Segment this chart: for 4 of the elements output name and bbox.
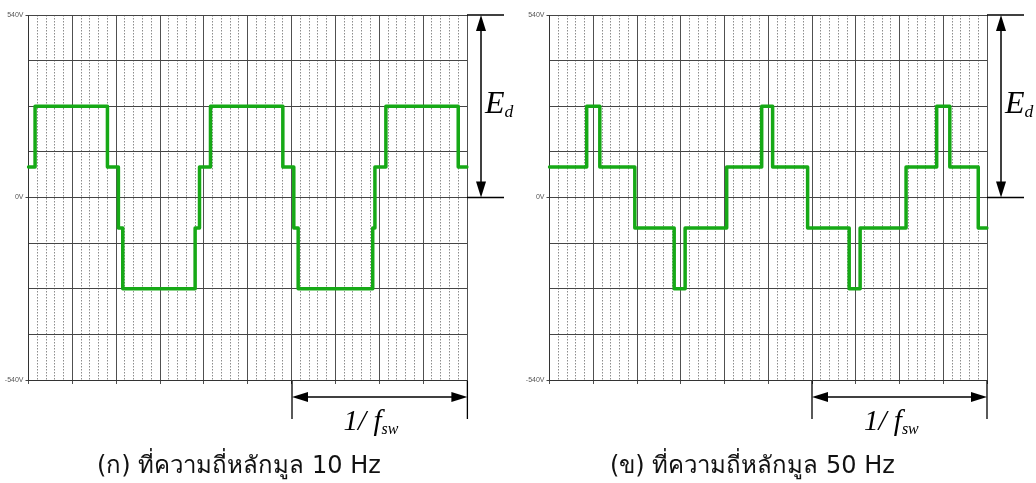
text: 1/ f$_{sw}$ xyxy=(343,404,399,437)
text: 1/ f$_{sw}$ xyxy=(864,404,919,437)
text: E$_{d}$ xyxy=(485,84,514,122)
text: E$_{d}$ xyxy=(1005,84,1034,122)
